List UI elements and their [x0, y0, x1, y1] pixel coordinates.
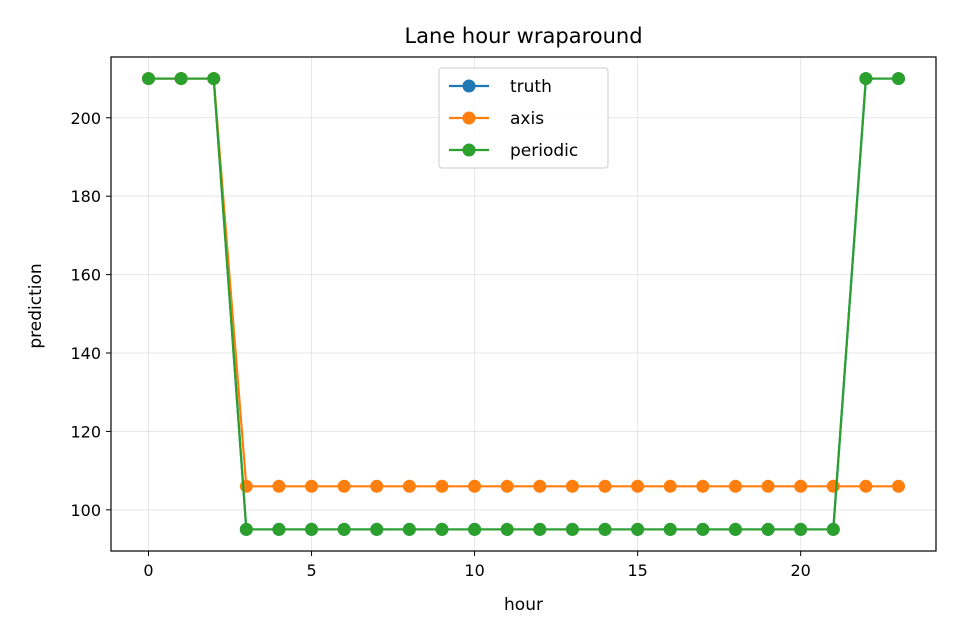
y-tick-label: 180 [70, 187, 101, 206]
data-point-periodic [696, 522, 710, 536]
y-tick-label: 200 [70, 109, 101, 128]
data-point-axis [663, 479, 677, 493]
data-point-axis [468, 479, 482, 493]
data-point-axis [859, 479, 873, 493]
data-point-axis [500, 479, 514, 493]
data-point-periodic [728, 522, 742, 536]
data-point-periodic [794, 522, 808, 536]
data-point-axis [337, 479, 351, 493]
chart-title: Lane hour wraparound [404, 24, 642, 48]
data-point-axis [892, 479, 905, 493]
data-point-periodic [468, 522, 482, 536]
x-tick-label: 5 [306, 561, 316, 580]
legend-marker-truth [462, 79, 476, 93]
series-periodic [142, 72, 905, 536]
data-point-periodic [631, 522, 645, 536]
series-group [142, 72, 905, 536]
data-point-periodic [402, 522, 416, 536]
data-point-periodic [207, 72, 221, 86]
data-point-axis [728, 479, 742, 493]
data-point-periodic [435, 522, 449, 536]
legend-box [438, 67, 609, 169]
legend: truth axis periodic [438, 67, 609, 169]
ticks: 0 5 10 15 20 100 120 140 160 180 200 [70, 109, 810, 580]
y-axis-label: prediction [26, 263, 46, 348]
data-point-axis [794, 479, 808, 493]
data-point-axis [761, 479, 775, 493]
data-point-axis [631, 479, 645, 493]
data-point-periodic [337, 522, 351, 536]
data-point-periodic [174, 72, 188, 86]
y-tick-label: 140 [70, 344, 101, 363]
x-tick-label: 20 [790, 561, 810, 580]
data-point-periodic [142, 72, 155, 86]
x-axis-label: hour [504, 595, 543, 615]
data-point-periodic [761, 522, 775, 536]
legend-marker-axis [462, 111, 476, 125]
data-point-periodic [533, 522, 547, 536]
data-point-axis [565, 479, 579, 493]
legend-label-truth: truth [510, 77, 552, 97]
x-tick-label: 0 [143, 561, 153, 580]
data-point-axis [305, 479, 319, 493]
plot-frame [110, 56, 937, 552]
y-tick-label: 100 [70, 501, 101, 520]
data-point-axis [435, 479, 449, 493]
data-point-axis [272, 479, 286, 493]
data-point-periodic [826, 522, 840, 536]
data-point-periodic [663, 522, 677, 536]
data-point-periodic [500, 522, 514, 536]
data-point-periodic [239, 522, 253, 536]
y-tick-label: 160 [70, 266, 101, 285]
data-point-axis [402, 479, 416, 493]
data-point-periodic [305, 522, 319, 536]
data-point-periodic [892, 72, 905, 86]
data-point-periodic [859, 72, 873, 86]
x-tick-label: 15 [627, 561, 647, 580]
y-tick-label: 120 [70, 422, 101, 441]
x-tick-label: 10 [464, 561, 484, 580]
data-point-axis [696, 479, 710, 493]
legend-label-axis: axis [510, 109, 544, 129]
data-point-periodic [272, 522, 286, 536]
data-point-axis [533, 479, 547, 493]
data-point-periodic [565, 522, 579, 536]
data-point-axis [370, 479, 384, 493]
data-point-axis [598, 479, 612, 493]
data-point-periodic [370, 522, 384, 536]
legend-marker-periodic [462, 143, 476, 157]
legend-label-periodic: periodic [510, 141, 578, 161]
data-point-periodic [598, 522, 612, 536]
